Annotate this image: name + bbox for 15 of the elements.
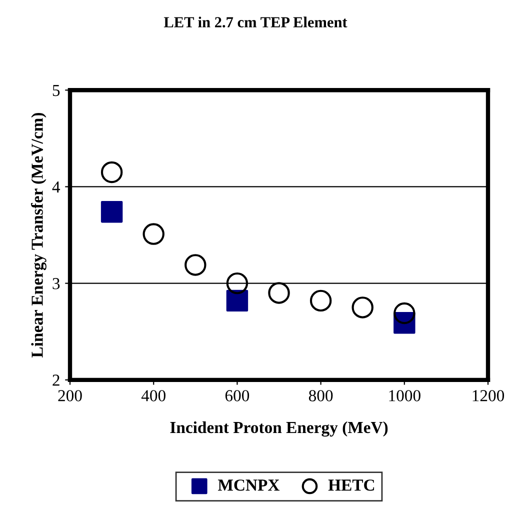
x-tick-label: 200: [58, 390, 82, 402]
legend-label: HETC: [328, 480, 374, 491]
x-tick-label: 600: [225, 390, 250, 402]
y-tick-label: 4: [52, 182, 60, 192]
y-tick-label: 3: [52, 278, 60, 290]
legend-label: MCNPX: [218, 480, 280, 491]
x-axis-title: Incident Proton Energy (MeV): [170, 421, 388, 437]
chart-title: LET in 2.7 cm TEP Element: [164, 16, 348, 28]
x-tick-label: 1200: [472, 390, 504, 402]
x-tick-label: 1000: [389, 390, 420, 402]
x-tick-label: 800: [308, 390, 333, 402]
y-tick-label: 5: [52, 84, 60, 96]
y-axis-title: Linear Energy Transfer (MeV/cm): [30, 112, 46, 358]
x-tick-label: 400: [141, 390, 166, 402]
y-tick-label: 2: [52, 374, 60, 386]
